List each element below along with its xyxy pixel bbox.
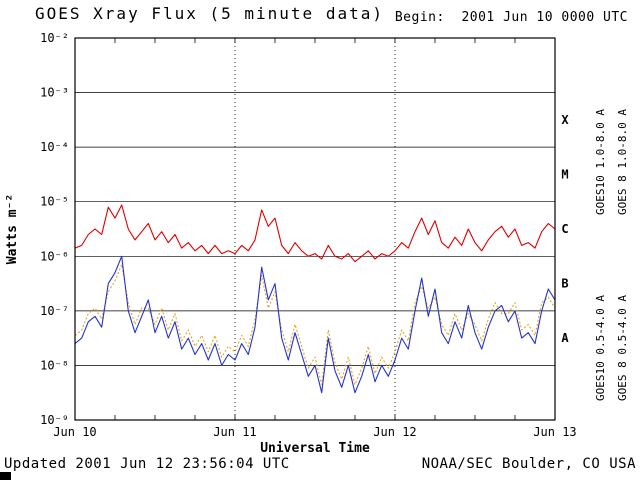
updated-timestamp: Updated 2001 Jun 12 23:56:04 UTC [4, 456, 290, 472]
flare-class-label: A [561, 331, 569, 345]
corner-mark [0, 472, 11, 480]
x-tick-label: Jun 10 [53, 425, 96, 439]
y-tick-label: 10⁻² [40, 31, 69, 45]
series-goes-8-0-5-4-0-a [74, 255, 556, 394]
flare-class-label: M [561, 167, 568, 181]
y-tick-label: 10⁻⁵ [40, 195, 69, 209]
credit-label: NOAA/SEC Boulder, CO USA [421, 456, 636, 472]
y-tick-label: 10⁻⁶ [40, 249, 69, 263]
channel-label: GOES 8 0.5-4.0 A [616, 295, 629, 401]
channel-label: GOES10 0.5-4.0 A [594, 295, 607, 401]
flare-class-label: C [561, 222, 568, 236]
y-tick-label: 10⁻⁹ [40, 413, 69, 427]
y-tick-label: 10⁻⁸ [40, 358, 69, 372]
channel-label: GOES 8 1.0-8.0 A [616, 109, 629, 215]
y-tick-label: 10⁻³ [40, 86, 69, 100]
x-tick-label: Jun 12 [373, 425, 416, 439]
series-goes10-0-5-4-0-a [74, 263, 556, 386]
y-tick-label: 10⁻⁷ [40, 304, 69, 318]
series-goes-8-1-0-8-0-a [74, 204, 556, 263]
x-tick-label: Jun 13 [533, 425, 576, 439]
flare-class-label: B [561, 277, 568, 291]
chart-title: GOES Xray Flux (5 minute data) [35, 4, 384, 23]
y-axis-title: Watts m⁻² [5, 194, 20, 264]
channel-label: GOES10 1.0-8.0 A [594, 109, 607, 215]
begin-timestamp: Begin: 2001 Jun 10 0000 UTC [394, 10, 628, 25]
x-axis-title: Universal Time [260, 441, 370, 456]
flare-class-label: X [561, 113, 569, 127]
y-tick-label: 10⁻⁴ [40, 140, 69, 154]
plot-frame [74, 37, 556, 421]
x-tick-label: Jun 11 [213, 425, 256, 439]
